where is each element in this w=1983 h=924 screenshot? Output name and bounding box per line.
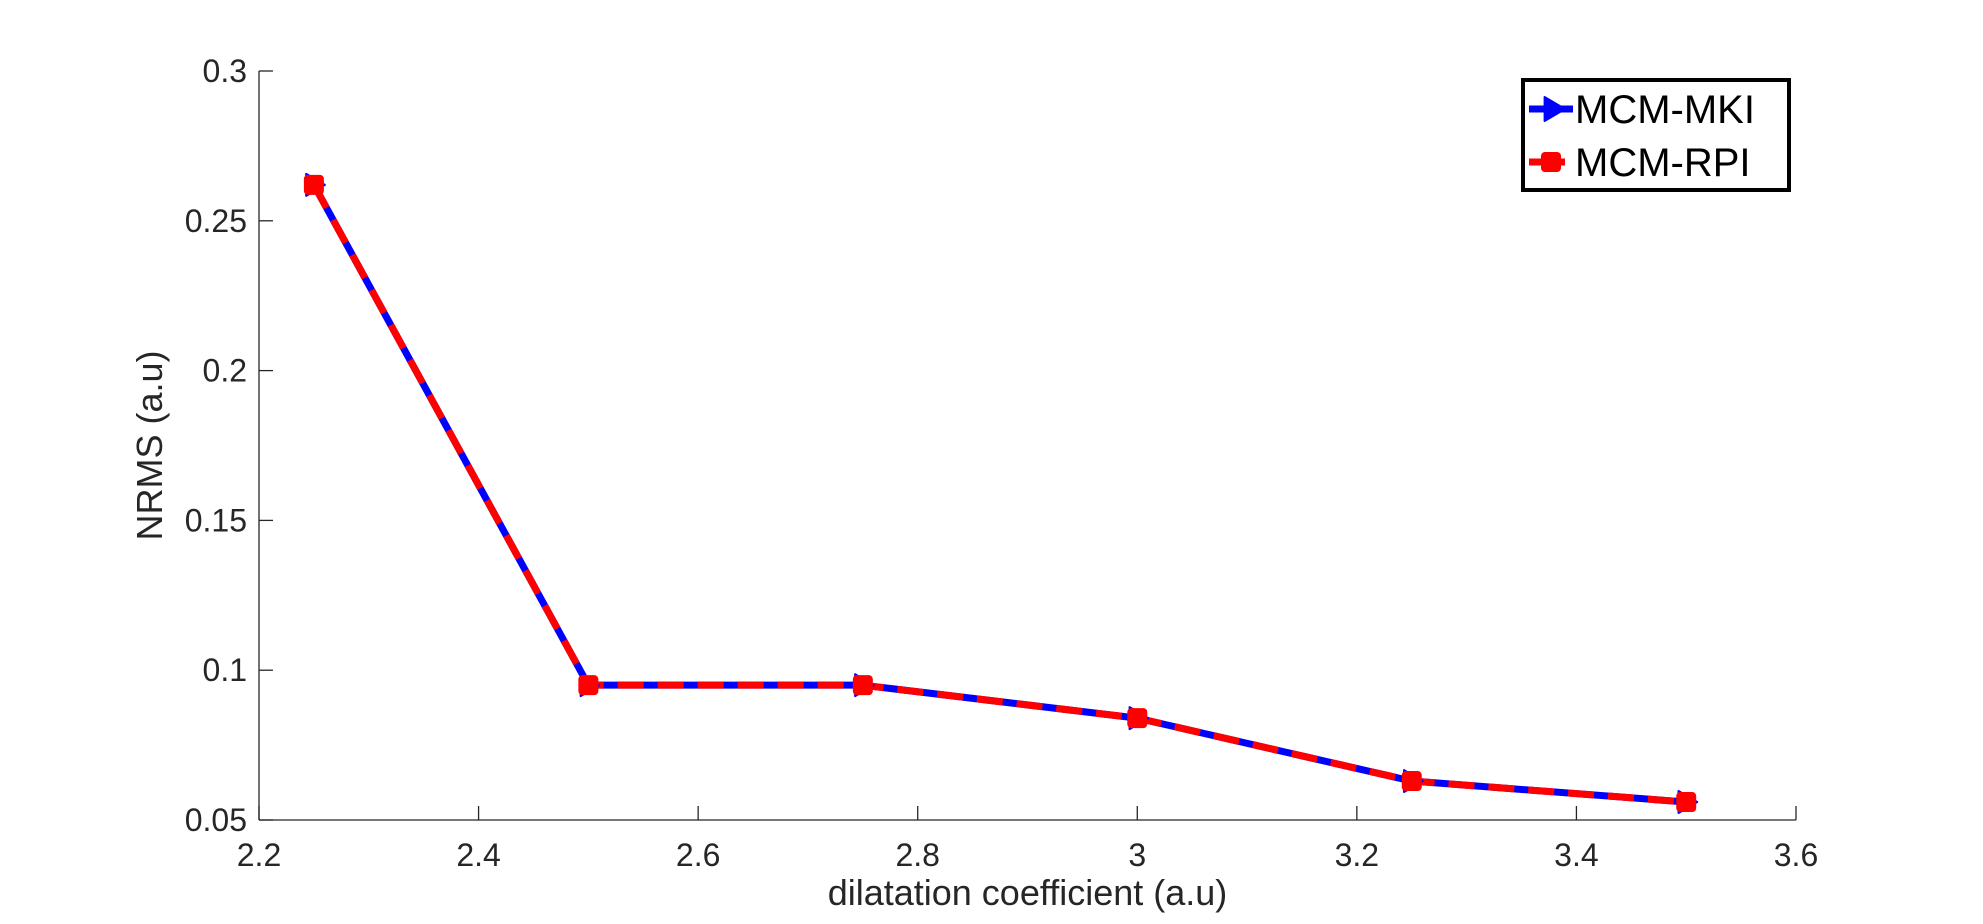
y-tick-label: 0.25 [185, 203, 247, 239]
legend-item-mcm-mki: MCM-MKI [1529, 88, 1755, 132]
legend: MCM-MKI MCM-RPI [1521, 78, 1791, 192]
y-tick-label: 0.2 [203, 353, 247, 389]
x-tick-label: 3.2 [1335, 837, 1379, 873]
series-layer [303, 172, 1699, 815]
axes: 2.2 2.4 2.6 2.8 3 3.2 3.4 3.6 0.05 0.1 0.15 0.2 0.25… [185, 53, 1819, 873]
legend-label-mcm-mki: MCM-MKI [1575, 88, 1755, 132]
x-tick-label: 3.6 [1774, 837, 1818, 873]
legend-box [1521, 78, 1791, 192]
data-point-mcm-rpi [1676, 792, 1697, 813]
x-tick-label: 2.4 [456, 837, 500, 873]
x-tick-label: 2.8 [895, 837, 939, 873]
y-tick-label: 0.05 [185, 802, 247, 838]
data-point-mcm-rpi [852, 675, 873, 696]
data-point-mcm-rpi [1127, 708, 1148, 729]
x-tick-label: 3 [1128, 837, 1146, 873]
legend-symbol-mcm-rpi [1529, 152, 1573, 172]
y-axis-title: NRMS (a.u) [129, 350, 170, 540]
legend-label-mcm-rpi: MCM-RPI [1575, 141, 1751, 185]
data-point-mcm-rpi [303, 174, 324, 195]
x-tick-label: 2.2 [237, 837, 281, 873]
y-tick-label: 0.3 [203, 53, 247, 89]
x-tick-label: 3.4 [1554, 837, 1598, 873]
y-tick-label: 0.15 [185, 502, 247, 538]
y-tick-label: 0.1 [203, 652, 247, 688]
legend-marker-mcm-rpi [1541, 152, 1561, 172]
series-line-mcm-mki [310, 183, 1687, 806]
series-line-mcm-rpi [310, 183, 1687, 806]
legend-item-mcm-rpi: MCM-RPI [1529, 141, 1751, 185]
legend-symbol-mcm-mki [1529, 96, 1573, 122]
x-tick-label: 2.6 [676, 837, 720, 873]
data-point-mcm-rpi [578, 675, 599, 696]
legend-marker-mcm-mki [1543, 96, 1566, 122]
x-axis-title: dilatation coefficient (a.u) [828, 872, 1228, 913]
data-point-mcm-rpi [1401, 771, 1422, 792]
